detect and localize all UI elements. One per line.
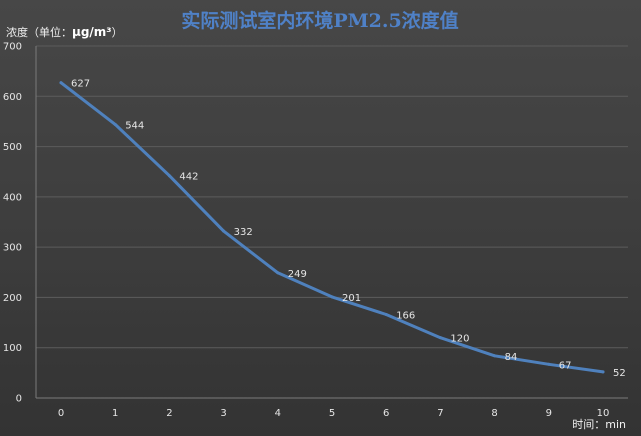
data-label: 120 <box>450 334 469 345</box>
y-axis-title-suffix: ） <box>112 26 123 39</box>
data-point <box>59 81 63 85</box>
x-axis-title: 时间：min <box>572 418 626 431</box>
x-tick-label: 4 <box>275 408 281 419</box>
x-tick-label: 3 <box>220 408 226 419</box>
data-point <box>438 336 442 340</box>
data-point <box>384 313 388 317</box>
data-point <box>222 229 226 233</box>
x-tick-labels: 0 1 2 3 4 5 6 7 8 9 10 <box>58 408 610 419</box>
y-tick-label: 300 <box>3 243 22 254</box>
data-point <box>547 362 551 366</box>
data-label: 442 <box>179 172 198 183</box>
x-tick-label: 5 <box>329 408 335 419</box>
data-label: 201 <box>342 293 361 304</box>
data-point <box>493 354 497 358</box>
x-tick-label: 8 <box>491 408 497 419</box>
x-tick-label: 1 <box>112 408 118 419</box>
data-point <box>276 271 280 275</box>
gridlines <box>36 45 628 349</box>
y-axis-unit: μg/m³ <box>72 25 112 39</box>
y-tick-label: 700 <box>3 42 22 53</box>
y-tick-labels: 0 100 200 300 400 500 600 700 <box>3 42 22 405</box>
data-label: 627 <box>71 79 90 90</box>
series-layer <box>59 81 605 374</box>
x-tick-label: 9 <box>546 408 552 419</box>
y-tick-label: 600 <box>3 92 22 103</box>
chart-title: 实际测试室内环境PM2.5浓度值 <box>181 9 458 32</box>
x-tick-label: 6 <box>383 408 389 419</box>
data-point <box>330 295 334 299</box>
x-tick-label: 2 <box>166 408 172 419</box>
data-point <box>167 174 171 178</box>
data-label: 67 <box>559 360 572 371</box>
x-tick-label: 0 <box>58 408 64 419</box>
x-tick-label: 7 <box>437 408 443 419</box>
axes <box>35 46 628 399</box>
data-label: 544 <box>125 120 144 131</box>
y-tick-label: 200 <box>3 293 22 304</box>
data-labels: 627 544 442 332 249 201 166 120 84 67 52 <box>71 79 626 379</box>
y-tick-label: 400 <box>3 192 22 203</box>
data-point <box>113 122 117 126</box>
data-point <box>601 370 605 374</box>
data-label: 166 <box>396 311 415 322</box>
data-label: 249 <box>288 269 307 280</box>
data-label: 84 <box>505 352 518 363</box>
y-axis-title-prefix: 浓度（单位： <box>6 25 72 39</box>
y-tick-label: 500 <box>3 142 22 153</box>
y-tick-label: 100 <box>3 343 22 354</box>
y-tick-label: 0 <box>16 394 22 405</box>
data-label: 332 <box>234 227 253 238</box>
x-tick-label: 10 <box>597 408 610 419</box>
y-axis-title: 浓度（单位：μg/m³） <box>6 25 123 39</box>
data-label: 52 <box>613 368 626 379</box>
